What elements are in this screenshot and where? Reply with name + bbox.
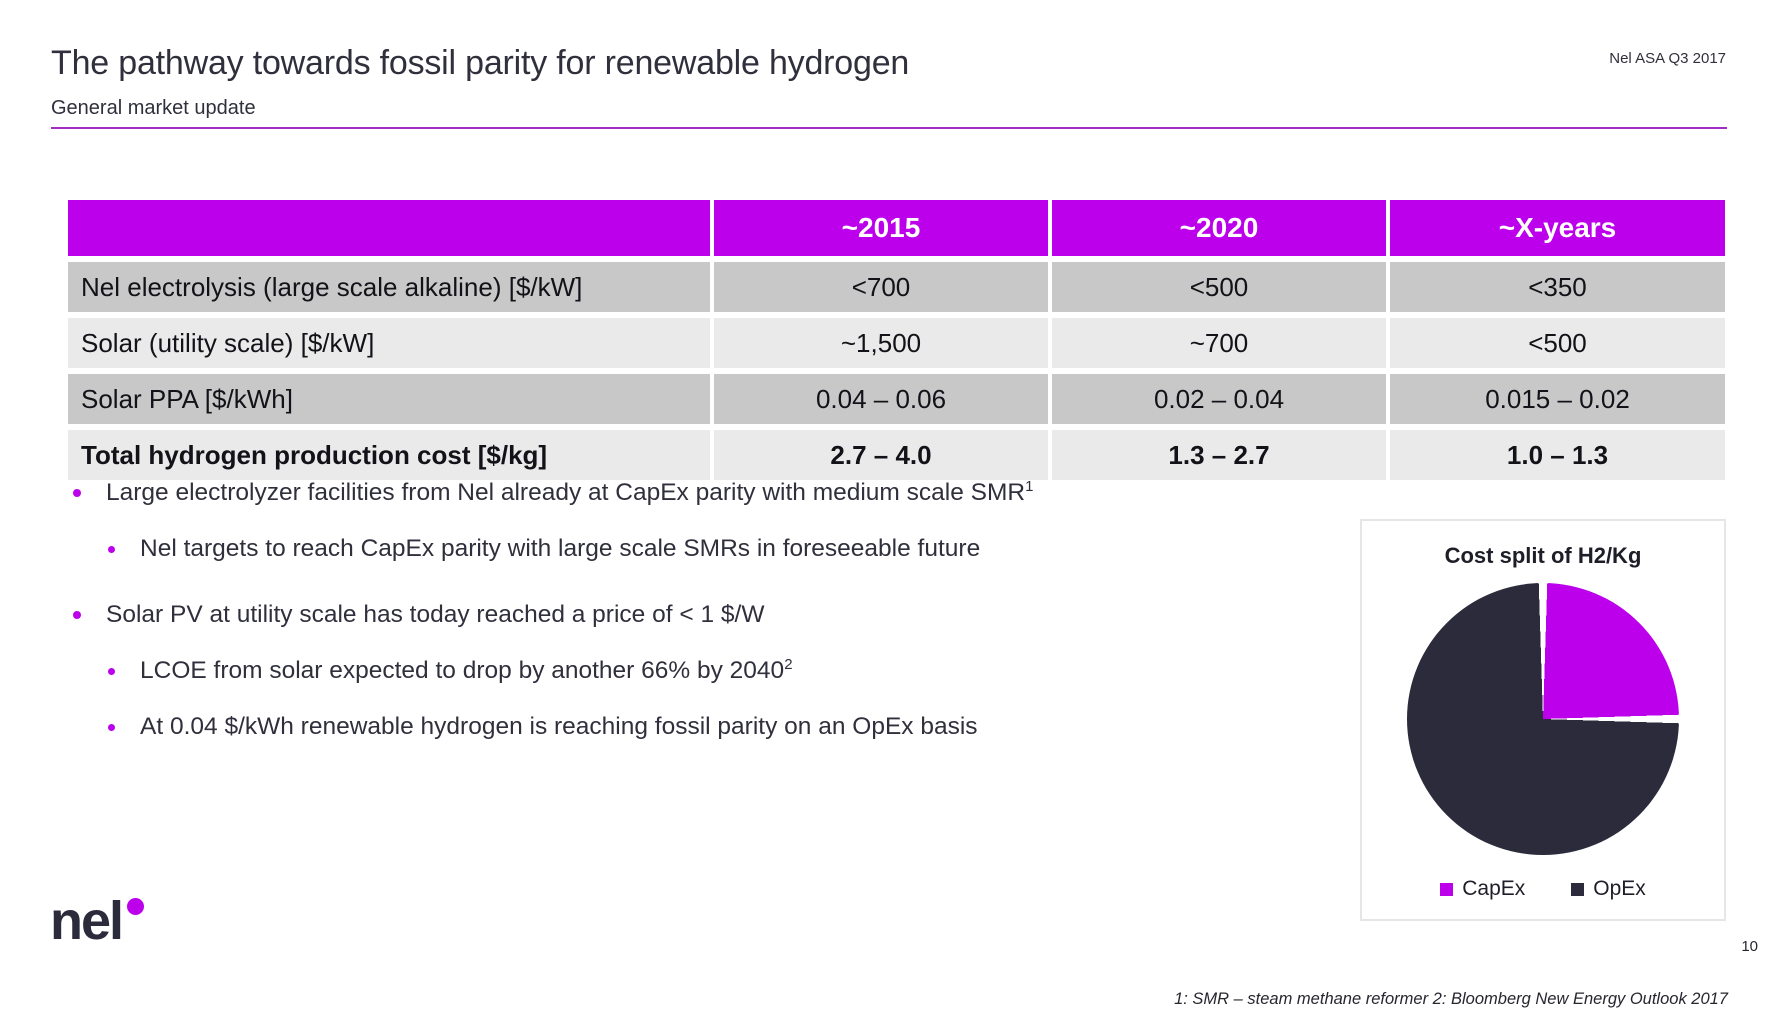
bullet-dot-icon (108, 668, 115, 675)
table-cell: <350 (1390, 262, 1725, 312)
table-cell: 0.04 – 0.06 (714, 374, 1048, 424)
bullet-dot-icon (108, 546, 115, 553)
bullet-dot-icon (73, 611, 81, 619)
table-header-empty (68, 200, 710, 256)
table-header-2015: ~2015 (714, 200, 1048, 256)
row-label: Solar (utility scale) [$/kW] (68, 318, 710, 368)
table-cell: ~1,500 (714, 318, 1048, 368)
table-cell: <500 (1390, 318, 1725, 368)
bullet-item: At 0.04 $/kWh renewable hydrogen is reac… (103, 710, 1328, 744)
footnote-marker: 1 (1025, 477, 1034, 495)
chart-legend: CapEx OpEx (1362, 877, 1724, 901)
bullet-item: Large electrolyzer facilities from Nel a… (68, 476, 1328, 510)
deck-label: Nel ASA Q3 2017 (1609, 50, 1726, 67)
slide-title: The pathway towards fossil parity for re… (51, 44, 910, 82)
row-label-total: Total hydrogen production cost [$/kg] (68, 430, 710, 480)
bullet-text: Solar PV at utility scale has today reac… (106, 601, 765, 628)
legend-label: CapEx (1462, 877, 1526, 900)
pie-chart (1407, 583, 1679, 855)
bullet-text: At 0.04 $/kWh renewable hydrogen is reac… (140, 713, 978, 740)
legend-label: OpEx (1593, 877, 1646, 900)
cost-comparison-table: ~2015 ~2020 ~X-years Nel electrolysis (l… (68, 200, 1725, 480)
slide-subtitle: General market update (51, 97, 256, 119)
table-cell: 2.7 – 4.0 (714, 430, 1048, 480)
footnote-marker: 2 (784, 655, 793, 673)
table-cell: 0.015 – 0.02 (1390, 374, 1725, 424)
legend-item-capex: CapEx (1440, 877, 1525, 901)
logo-dot-icon (127, 898, 145, 915)
title-divider (51, 127, 1727, 129)
table-cell: 1.3 – 2.7 (1052, 430, 1386, 480)
bullet-dot-icon (73, 489, 81, 497)
bullet-dot-icon (108, 724, 115, 731)
table-cell: <500 (1052, 262, 1386, 312)
row-label: Solar PPA [$/kWh] (68, 374, 710, 424)
table-cell: ~700 (1052, 318, 1386, 368)
footnote: 1: SMR – steam methane reformer 2: Bloom… (1174, 990, 1728, 1008)
table-cell: <700 (714, 262, 1048, 312)
bullet-text: LCOE from solar expected to drop by anot… (140, 655, 793, 684)
bullet-list: Large electrolyzer facilities from Nel a… (68, 476, 1328, 766)
bullet-text: Nel targets to reach CapEx parity with l… (140, 535, 981, 562)
bullet-item: LCOE from solar expected to drop by anot… (103, 654, 1328, 688)
pie-chart-panel: Cost split of H2/Kg CapEx OpEx (1360, 519, 1726, 921)
page-number: 10 (1741, 938, 1758, 955)
opex-swatch-icon (1571, 882, 1585, 896)
legend-item-opex: OpEx (1571, 877, 1646, 901)
bullet-item: Nel targets to reach CapEx parity with l… (103, 532, 1328, 566)
table-cell: 0.02 – 0.04 (1052, 374, 1386, 424)
table-cell: 1.0 – 1.3 (1390, 430, 1725, 480)
nel-logo: nel (50, 890, 145, 952)
capex-swatch-icon (1440, 882, 1454, 896)
table-header-2020: ~2020 (1052, 200, 1386, 256)
chart-title: Cost split of H2/Kg (1444, 543, 1642, 568)
table-header-xyears: ~X-years (1390, 200, 1725, 256)
bullet-text: Large electrolyzer facilities from Nel a… (106, 477, 1034, 506)
row-label: Nel electrolysis (large scale alkaline) … (68, 262, 710, 312)
bullet-item: Solar PV at utility scale has today reac… (68, 598, 1328, 632)
